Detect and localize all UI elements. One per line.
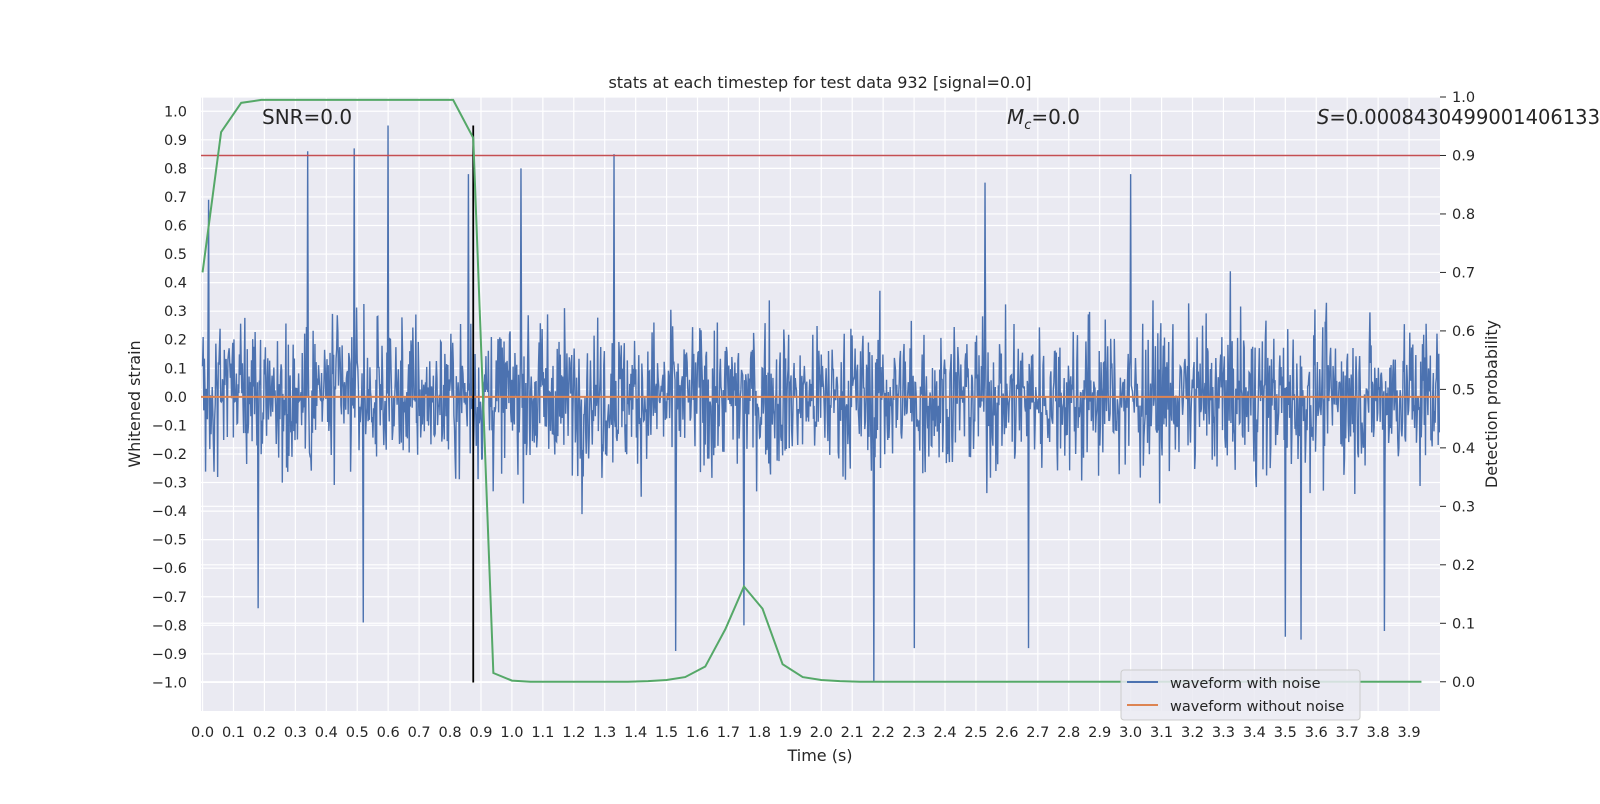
y-tick-label-right: 1.0	[1452, 90, 1475, 106]
y-axis-label-left: Whitened strain	[125, 340, 144, 467]
x-tick-label: 0.1	[222, 725, 245, 741]
x-tick-label: 1.5	[655, 725, 678, 741]
x-tick-label: 2.3	[903, 725, 926, 741]
y-tick-label-left: 0.7	[164, 190, 187, 206]
x-tick-label: 3.7	[1336, 725, 1359, 741]
x-tick-label: 0.8	[439, 725, 462, 741]
legend-label-waveform-with-noise: waveform with noise	[1170, 676, 1321, 692]
y-tick-label-left: 0.6	[164, 219, 187, 235]
x-tick-label: 3.0	[1119, 725, 1142, 741]
y-tick-label-left: −0.3	[152, 476, 187, 492]
y-tick-label-left: −0.9	[152, 647, 187, 663]
snr-annotation: SNR=0.0	[262, 105, 352, 129]
y-tick-label-right: 0.9	[1452, 148, 1475, 164]
y-tick-label-left: 0.0	[164, 390, 187, 406]
x-tick-label: 1.6	[686, 725, 709, 741]
series-waveform-with-noise	[201, 125, 1440, 683]
x-tick-label: 2.7	[1026, 725, 1049, 741]
chirp-mass-annotation: Mc=0.0	[1007, 105, 1080, 133]
legend-label-waveform-without-noise: waveform without noise	[1170, 699, 1344, 715]
x-axis-label: Time (s)	[786, 746, 852, 765]
y-tick-label-right: 0.6	[1452, 324, 1475, 340]
y-tick-label-left: 0.4	[164, 276, 187, 292]
y-axis-label-right: Detection probability	[1482, 320, 1501, 488]
x-tick-label: 3.1	[1150, 725, 1173, 741]
y-tick-label-right: 0.2	[1452, 558, 1475, 574]
x-tick-label: 1.0	[500, 725, 523, 741]
x-tick-label: 0.3	[284, 725, 307, 741]
x-tick-label: 2.0	[810, 725, 833, 741]
legend: waveform with noise waveform without noi…	[1120, 669, 1361, 721]
x-tick-label: 2.2	[872, 725, 895, 741]
y-tick-label-left: −0.7	[152, 590, 187, 606]
x-tick-label: 2.1	[841, 725, 864, 741]
x-tick-label: 0.6	[377, 725, 400, 741]
x-tick-labels: 0.0 0.1 0.2 0.3 0.4 0.5 0.6 0.7 0.8 0.9 1.0 1.1 1.2 1…	[191, 725, 1421, 741]
x-tick-label: 1.4	[624, 725, 647, 741]
x-tick-label: 3.2	[1181, 725, 1204, 741]
x-tick-label: 1.2	[562, 725, 585, 741]
x-tick-label: 3.4	[1243, 725, 1266, 741]
x-tick-label: 1.1	[531, 725, 554, 741]
y-tick-label-right: 0.0	[1452, 675, 1475, 691]
x-tick-label: 2.8	[1057, 725, 1080, 741]
series-detection-probability	[201, 98, 1422, 683]
y-tick-label-left: −0.2	[152, 447, 187, 463]
y-tick-labels-left: 1.0 0.9 0.8 0.7 0.6 0.5 0.4 0.3 0.2 0.1 0.0 −0.1 −0.…	[152, 104, 187, 691]
y-tick-label-right: 0.3	[1452, 499, 1475, 515]
x-tick-label: 3.9	[1398, 725, 1421, 741]
y-tick-label-left: 1.0	[164, 104, 187, 120]
y-tick-label-left: 0.9	[164, 133, 187, 149]
y-tick-label-left: 0.2	[164, 333, 187, 349]
y-tick-label-right: 0.5	[1452, 382, 1475, 398]
x-tick-label: 2.6	[995, 725, 1018, 741]
chart-title: stats at each timestep for test data 932…	[608, 73, 1031, 92]
x-tick-label: 0.5	[346, 725, 369, 741]
score-annotation: S=0.0008430499001406133	[1317, 105, 1600, 129]
y-tick-label-left: −0.1	[152, 418, 187, 434]
y-tick-label-left: −0.6	[152, 561, 187, 577]
noise-waveform-path	[201, 125, 1440, 683]
y-tick-label-left: −1.0	[152, 675, 187, 691]
y-tick-label-right: 0.7	[1452, 265, 1475, 281]
y-tick-label-left: −0.4	[152, 504, 187, 520]
x-tick-label: 0.0	[191, 725, 214, 741]
y-tick-label-left: −0.8	[152, 618, 187, 634]
x-tick-label: 0.7	[408, 725, 431, 741]
x-tick-label: 3.6	[1305, 725, 1328, 741]
x-tick-label: 0.2	[253, 725, 276, 741]
x-tick-label: 1.3	[593, 725, 616, 741]
x-tick-label: 1.9	[779, 725, 802, 741]
y-tick-label-left: 0.5	[164, 247, 187, 263]
x-tick-label: 3.3	[1212, 725, 1235, 741]
x-tick-label: 1.7	[717, 725, 740, 741]
y-tick-label-left: 0.3	[164, 304, 187, 320]
y-tick-label-left: 0.8	[164, 161, 187, 177]
y-tick-label-right: 0.4	[1452, 441, 1475, 457]
y-tick-label-right: 0.8	[1452, 207, 1475, 223]
x-tick-label: 3.8	[1367, 725, 1390, 741]
x-tick-label: 2.5	[964, 725, 987, 741]
y-tick-label-left: −0.5	[152, 533, 187, 549]
x-tick-label: 2.4	[933, 725, 956, 741]
x-tick-label: 0.4	[315, 725, 338, 741]
x-tick-label: 1.8	[748, 725, 771, 741]
y-tick-label-left: 0.1	[164, 361, 187, 377]
x-tick-label: 0.9	[469, 725, 492, 741]
x-tick-label: 2.9	[1088, 725, 1111, 741]
x-tick-label: 3.5	[1274, 725, 1297, 741]
y-tick-label-right: 0.1	[1452, 616, 1475, 632]
y-tick-labels-right: 1.0 0.9 0.8 0.7 0.6 0.5 0.4 0.3 0.2 0.1 0.0	[1440, 90, 1475, 691]
legend-box	[1120, 669, 1361, 721]
